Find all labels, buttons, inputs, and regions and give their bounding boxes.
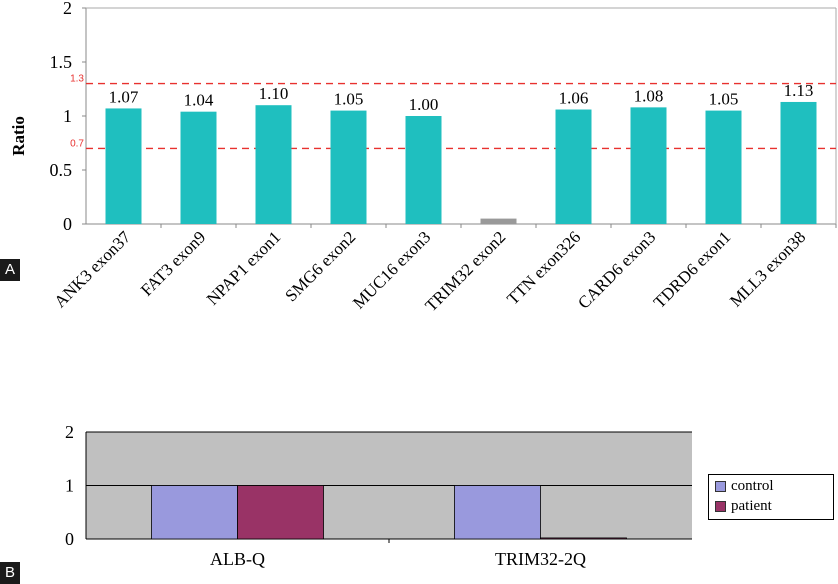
chart-a-x-tick-label: MLL3 exon38: [726, 227, 809, 310]
chart-a-bar: [630, 107, 667, 224]
chart-a-x-tick-label: NPAP1 exon1: [203, 227, 284, 308]
chart-a-bar: [330, 110, 367, 224]
chart-a-x-tick-label: ANK3 exon37: [50, 227, 134, 311]
chart-b-qpcr-bars: 0 1 2 ALB-Q TRIM32-2Q: [65, 422, 692, 569]
chart-a-y-tick-label: 2: [63, 0, 72, 18]
chart-a-bar: [405, 116, 442, 224]
legend-label-control: control: [731, 478, 774, 494]
chart-a-data-label: 1.07: [109, 87, 139, 106]
chart-a-y-tick-label: 1.5: [50, 52, 73, 72]
chart-a-bar: [105, 108, 142, 224]
panel-label-a: A: [0, 259, 20, 281]
chart-a-x-tick-label: MUC16 exon3: [349, 227, 434, 312]
chart-a-x-tick-label: TDRD6 exon1: [650, 227, 735, 312]
chart-a-bar: [780, 101, 817, 224]
chart-a-ratio-bars: Ratio 0 0.5 1 1.5 2 1.3 0.7 1.07 ANK3 exon37 1.04…: [9, 0, 837, 315]
legend-label-patient: patient: [731, 498, 772, 514]
chart-b-x-tick-label: ALB-Q: [210, 549, 265, 569]
chart-a-y-tick-label: 0.5: [50, 160, 73, 180]
chart-a-bar: [180, 111, 217, 224]
chart-a-bar: [480, 218, 517, 224]
chart-b-bar: [237, 485, 324, 540]
chart-b-y-tick-label: 1: [65, 476, 74, 496]
chart-a-data-label: 1.00: [409, 95, 439, 114]
chart-a-bar: [555, 109, 592, 224]
chart-a-reference-label: 1.3: [70, 74, 84, 85]
chart-a-x-tick-label: FAT3 exon9: [137, 227, 209, 299]
chart-a-x-tick-label: TTN exon326: [503, 227, 584, 308]
chart-a-x-tick-label: TRIM32 exon2: [421, 227, 509, 315]
chart-b-y-tick-label: 0: [65, 529, 74, 549]
chart-a-x-tick-label: CARD6 exon3: [574, 227, 659, 312]
chart-b-legend: control patient: [708, 474, 834, 520]
chart-a-data-label: 1.08: [634, 86, 664, 105]
chart-a-data-label: 1.13: [784, 81, 814, 100]
chart-a-y-axis-label: Ratio: [9, 116, 28, 156]
chart-a-y-tick-label: 0: [63, 214, 72, 234]
chart-b-bar: [540, 537, 627, 540]
chart-b-x-tick-label: TRIM32-2Q: [495, 549, 586, 569]
chart-a-data-label: 1.05: [334, 90, 364, 109]
legend-swatch-patient: [715, 501, 726, 512]
chart-a-data-label: 1.04: [184, 91, 214, 110]
chart-b-y-tick-label: 2: [65, 422, 74, 442]
legend-swatch-control: [715, 481, 726, 492]
chart-a-data-label: 1.06: [559, 89, 589, 108]
chart-a-bar: [255, 105, 292, 224]
chart-b-bar: [454, 485, 541, 540]
chart-a-bar: [705, 110, 742, 224]
panel-label-b: B: [0, 562, 20, 584]
chart-a-reference-label: 0.7: [70, 138, 84, 149]
chart-b-bar: [151, 485, 238, 540]
chart-a-x-tick-label: SMG6 exon2: [281, 227, 359, 305]
chart-a-y-tick-label: 1: [63, 106, 72, 126]
chart-a-data-label: 1.05: [709, 90, 739, 109]
chart-a-data-label: 1.10: [259, 84, 289, 103]
